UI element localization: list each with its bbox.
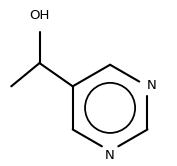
Text: N: N xyxy=(105,149,115,162)
Text: OH: OH xyxy=(29,9,50,22)
Text: N: N xyxy=(147,79,156,92)
